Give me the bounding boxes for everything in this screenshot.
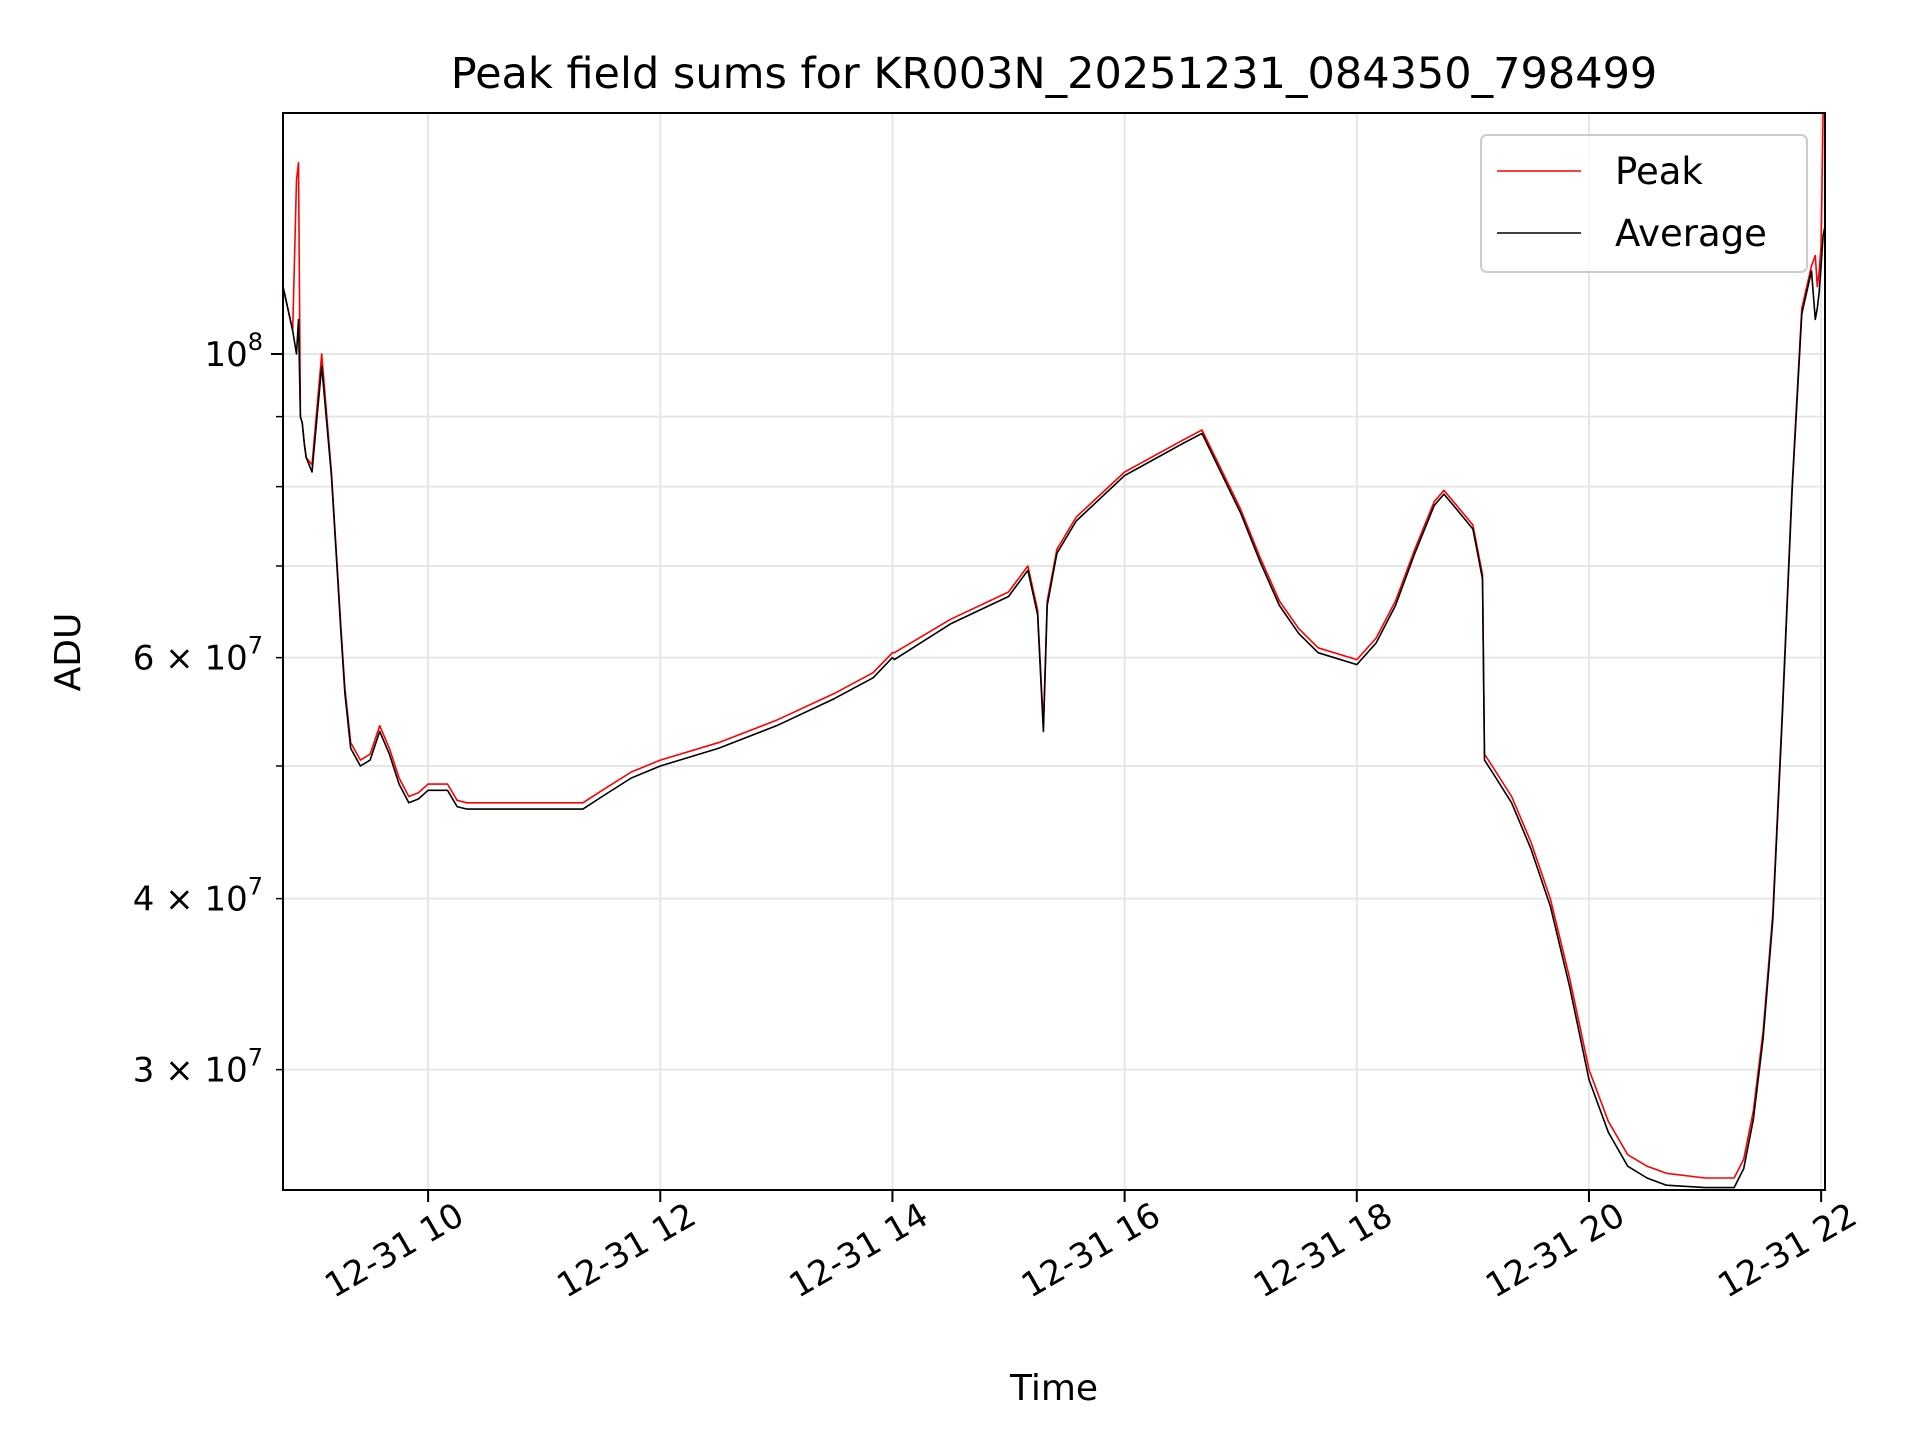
y-tick-label-minor-0: 6 × 107 [133,632,263,679]
legend-label-average: Average [1615,212,1767,255]
y-tick-label-minor-1: 4 × 107 [133,873,263,920]
x-tick-label-4: 12-31 18 [1247,1195,1399,1306]
legend: Peak Average [1480,134,1808,273]
series-line-peak [283,113,1825,1179]
x-tick-label-1: 12-31 12 [550,1195,702,1306]
chart-title: Peak field sums for KR003N_20251231_0843… [451,49,1658,99]
x-axis-title: Time [1009,1368,1098,1409]
series-lines [283,113,1825,1189]
y-tick-label-minor-2: 3 × 107 [133,1044,263,1091]
y-axis-title: ADU [48,613,89,692]
x-tick-label-5: 12-31 20 [1479,1195,1631,1306]
y-tick-label-major-0: 108 [204,328,263,375]
x-tick-label-3: 12-31 16 [1015,1195,1167,1306]
x-tick-label-6: 12-31 22 [1711,1195,1863,1306]
legend-frame [1480,134,1808,273]
plot-frame [282,112,1826,1191]
x-tick-label-0: 12-31 10 [318,1195,470,1306]
x-axis-ticks: 12-31 10 12-31 12 12-31 14 12-31 16 12-31 18… [318,1190,1864,1306]
grid [283,113,1825,1190]
x-tick-label-2: 12-31 14 [783,1195,935,1306]
legend-label-peak: Peak [1615,150,1703,193]
series-line-average [283,225,1825,1189]
y-axis-ticks: 108 6 × 107 4 × 107 3 × 107 [133,328,283,1091]
